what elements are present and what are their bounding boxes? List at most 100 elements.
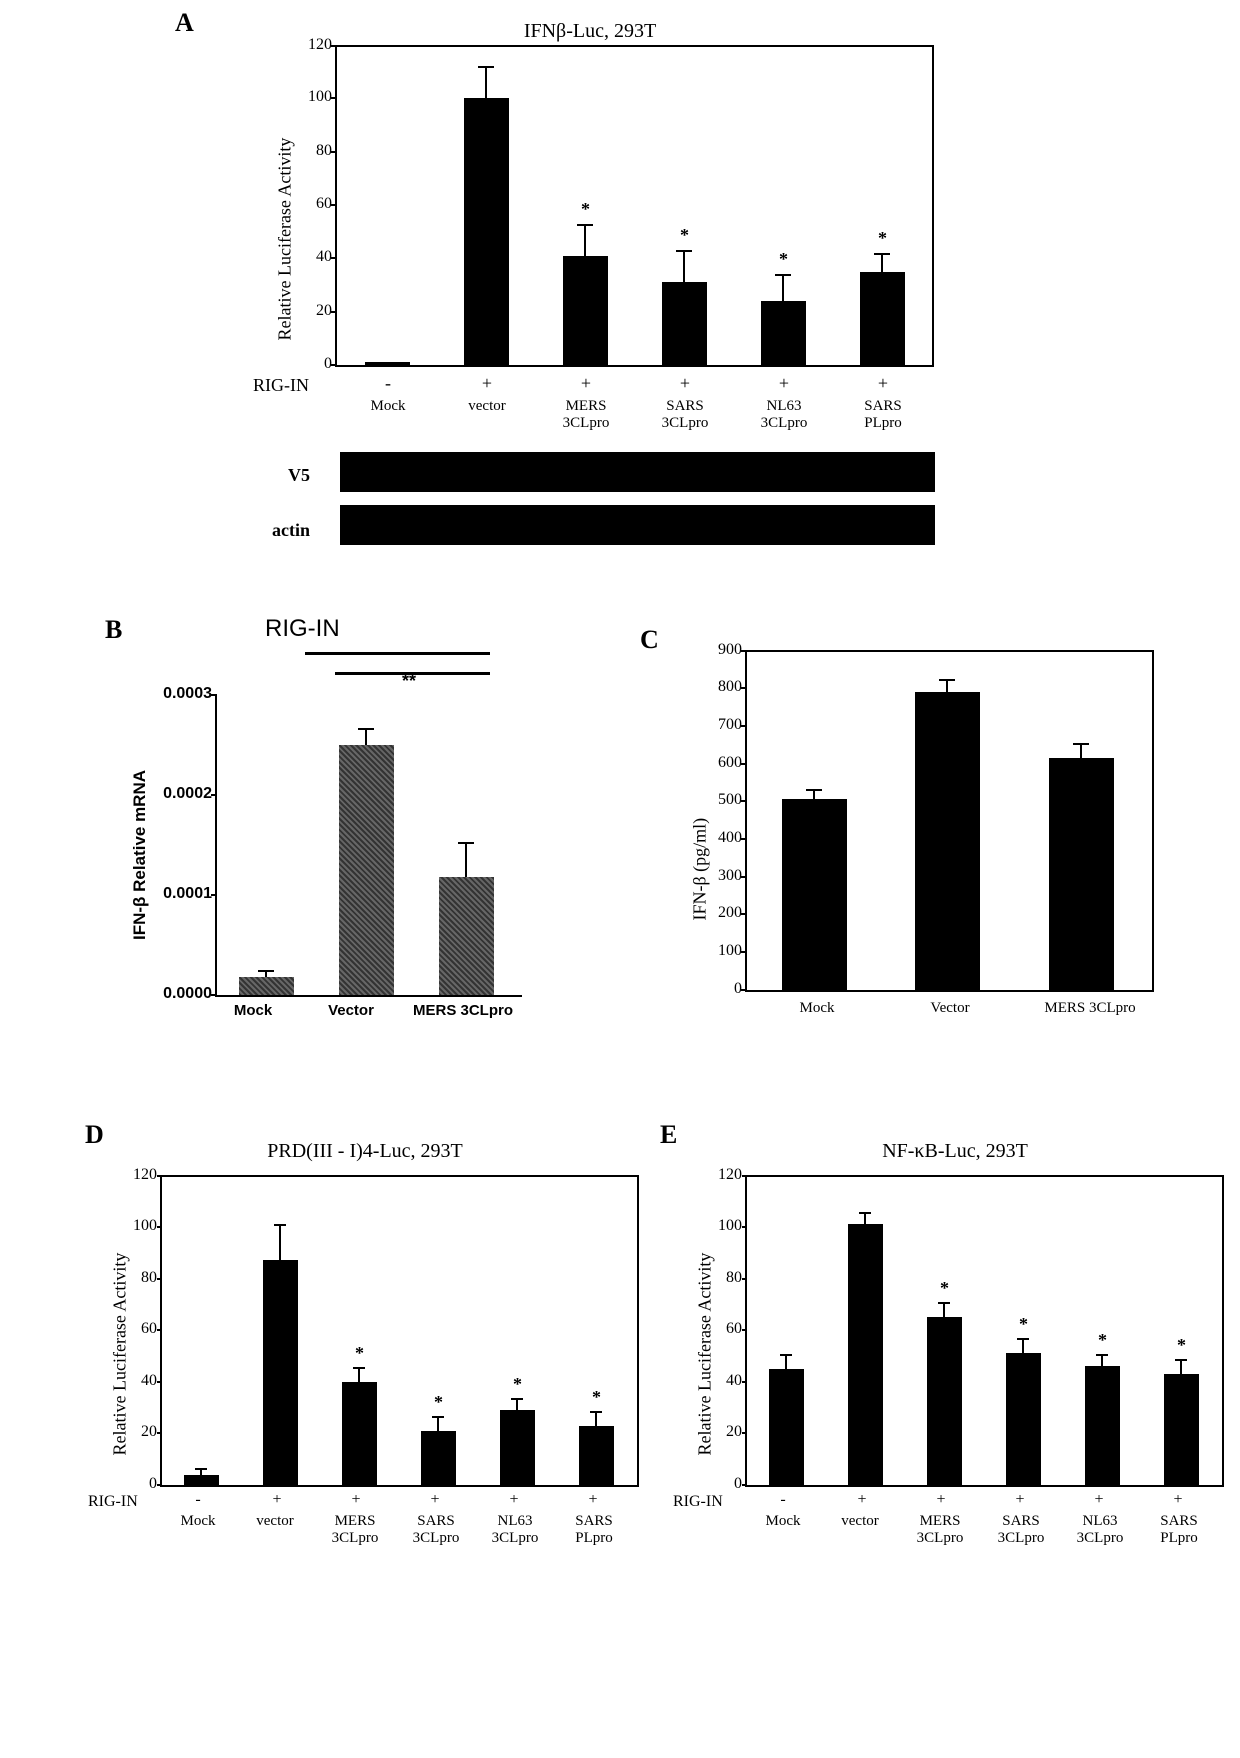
ytick-mark xyxy=(331,204,337,206)
bar xyxy=(184,1475,219,1485)
rig: - xyxy=(373,373,403,394)
panel-a-chart: Relative Luciferase Activity 0 20 40 60 … xyxy=(270,45,930,415)
err-cap xyxy=(577,224,593,226)
bar xyxy=(1085,1366,1120,1485)
ytick: 40 xyxy=(297,248,332,266)
xcat: MERS3CLpro xyxy=(551,398,621,432)
xcat: NL633CLpro xyxy=(1065,1513,1135,1547)
bar xyxy=(927,1317,962,1485)
panel-c-chart: IFN-β (pg/ml) 0 100 200 300 400 500 600 … xyxy=(680,650,1160,1030)
err xyxy=(683,250,685,282)
sig-star: * xyxy=(779,249,788,270)
sig: * xyxy=(513,1374,522,1395)
err-cap xyxy=(806,789,822,791)
ytick: 100 xyxy=(702,942,742,960)
ytick-mark xyxy=(741,913,747,915)
panel-a-label: A xyxy=(175,8,194,38)
rig: + xyxy=(583,1491,603,1509)
panel-a-title: IFNβ-Luc, 293T xyxy=(440,20,740,43)
ytick-mark xyxy=(157,1381,162,1383)
xcat: NL633CLpro xyxy=(749,398,819,432)
ytick: 80 xyxy=(124,1269,157,1287)
err xyxy=(864,1214,866,1224)
rig: + xyxy=(472,373,502,394)
err xyxy=(485,66,487,98)
ytick: 200 xyxy=(702,904,742,922)
ytick: 300 xyxy=(702,867,742,885)
blot-actin xyxy=(340,505,935,545)
ytick-mark xyxy=(742,1175,747,1177)
rig: + xyxy=(425,1491,445,1509)
err xyxy=(1180,1361,1182,1374)
ytick: 0 xyxy=(124,1475,157,1493)
panel-d-chart: Relative Luciferase Activity 0 20 40 60 … xyxy=(100,1175,640,1525)
xcat: Mock xyxy=(353,398,423,415)
xcat: Mock xyxy=(753,1513,813,1530)
rig: + xyxy=(346,1491,366,1509)
bar xyxy=(848,1224,883,1485)
panel-b-chart: IFN-β Relative mRNA ** 0.0000 0.0001 0.0… xyxy=(120,660,540,1030)
err xyxy=(365,730,367,745)
ytick-mark xyxy=(331,45,337,47)
rig: + xyxy=(571,373,601,394)
panel-b-plot: 0.0000 0.0001 0.0002 0.0003 xyxy=(215,695,522,997)
err-cap xyxy=(1017,1338,1029,1340)
ytick-mark xyxy=(211,894,217,896)
err xyxy=(813,791,815,799)
panel-b-title: RIG-IN xyxy=(265,615,340,643)
panel-a-rig-label: RIG-IN xyxy=(253,375,309,396)
sig: * xyxy=(434,1392,443,1413)
panel-d-title: PRD(III - I)4-Luc, 293T xyxy=(215,1140,515,1163)
ytick: 100 xyxy=(289,88,332,106)
xcat: Vector xyxy=(316,1002,386,1019)
err-cap xyxy=(432,1416,444,1418)
ytick: 500 xyxy=(702,791,742,809)
rig: + xyxy=(670,373,700,394)
ytick: 80 xyxy=(297,142,332,160)
ytick: 60 xyxy=(297,195,332,213)
panel-a-ylabel: Relative Luciferase Activity xyxy=(275,81,296,341)
bar-mock xyxy=(239,977,294,995)
ytick: 120 xyxy=(118,1166,157,1184)
err-cap xyxy=(511,1398,523,1400)
err xyxy=(881,253,883,272)
xcat: NL633CLpro xyxy=(480,1513,550,1547)
err-cap xyxy=(780,1354,792,1356)
ytick-mark xyxy=(211,994,217,996)
rig: - xyxy=(773,1491,793,1509)
xcat: vector xyxy=(830,1513,890,1530)
xcat: Mock xyxy=(168,1513,228,1530)
ytick-mark xyxy=(741,951,747,953)
ytick-mark xyxy=(331,364,337,366)
sig-star: * xyxy=(878,228,887,249)
blot-actin-label: actin xyxy=(250,520,310,541)
xcat: MERS 3CLpro xyxy=(1030,1000,1150,1017)
err xyxy=(782,274,784,301)
xcat: vector xyxy=(245,1513,305,1530)
err-cap xyxy=(195,1468,207,1470)
bar-sars3cl xyxy=(662,282,707,365)
ytick: 600 xyxy=(702,754,742,772)
panel-e-chart: Relative Luciferase Activity 0 20 40 60 … xyxy=(685,1175,1225,1525)
bar xyxy=(769,1369,804,1485)
ytick: 40 xyxy=(124,1372,157,1390)
err xyxy=(943,1304,945,1317)
panel-e-rig-label: RIG-IN xyxy=(673,1493,723,1511)
bar-sarspl xyxy=(860,272,905,365)
xcat: vector xyxy=(452,398,522,415)
rig: + xyxy=(267,1491,287,1509)
bar-vector xyxy=(464,98,509,365)
xcat: SARSPLpro xyxy=(1144,1513,1214,1547)
err xyxy=(358,1369,360,1382)
ytick-mark xyxy=(741,725,747,727)
err-cap xyxy=(458,842,474,844)
sig-star: ** xyxy=(402,671,416,692)
ytick: 400 xyxy=(702,829,742,847)
err xyxy=(437,1418,439,1431)
ytick-mark xyxy=(331,151,337,153)
err-cap xyxy=(353,1367,365,1369)
ytick: 0.0000 xyxy=(155,985,212,1003)
sig-bracket xyxy=(305,652,490,655)
ytick-mark xyxy=(741,650,747,652)
err xyxy=(595,1413,597,1426)
